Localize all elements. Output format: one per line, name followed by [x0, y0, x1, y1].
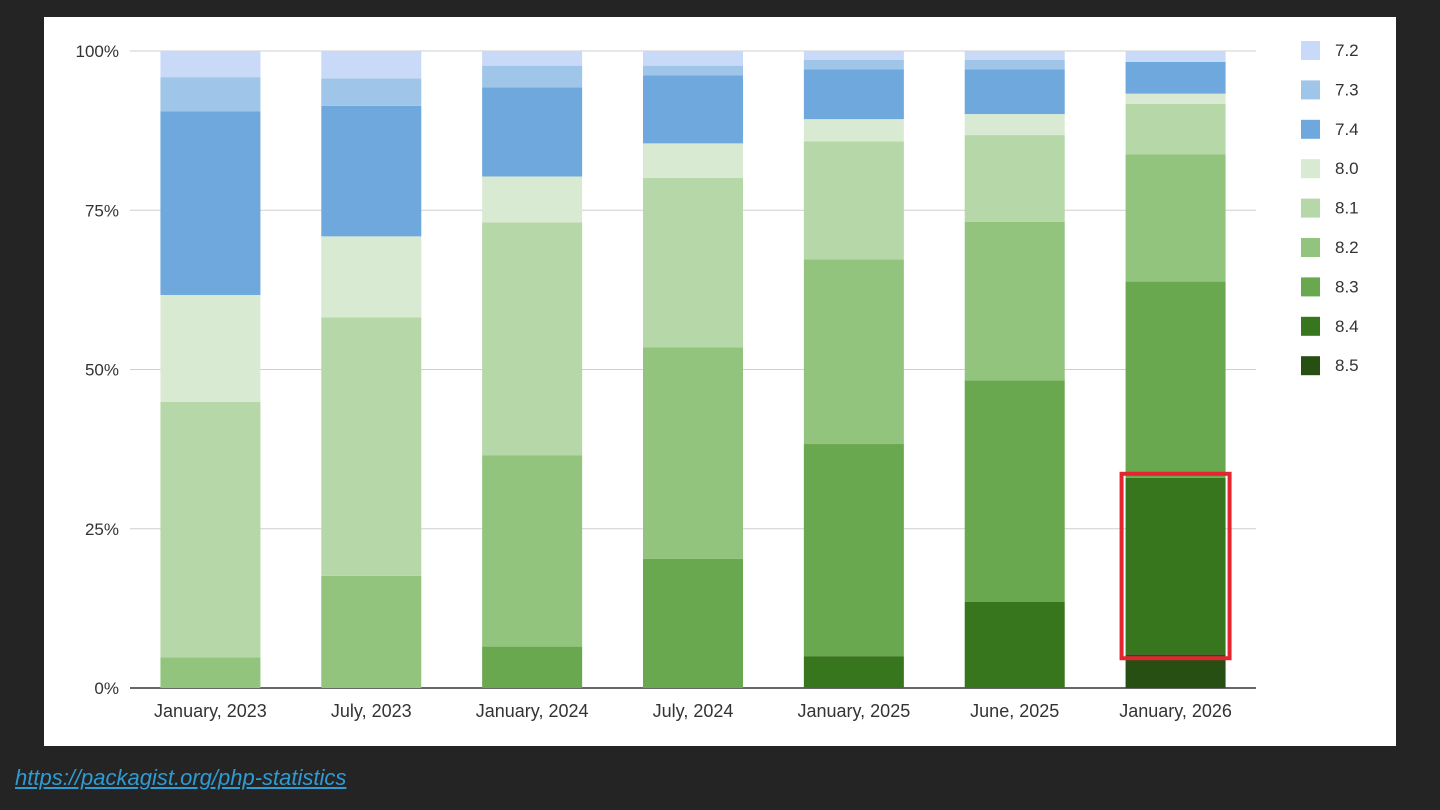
bar-segment-8-4 [1125, 477, 1226, 655]
chart-panel: 0% 25% 50% 75% 100% January, 2023 July, 2023 Ja… [44, 17, 1396, 746]
bar-segment-7-3 [160, 77, 261, 112]
bar-segment-7-2 [160, 51, 261, 78]
bar-segment-8-2 [1125, 154, 1226, 282]
bar-segment-8-0 [482, 176, 583, 223]
bar-segment-8-2 [482, 455, 583, 647]
x-tick-label: January, 2023 [154, 701, 267, 721]
legend-label: 7.2 [1335, 41, 1359, 60]
bar-segment-7-3 [321, 78, 422, 106]
bar-segment-8-2 [321, 575, 422, 688]
bar-segment-8-1 [803, 141, 904, 260]
bar-segment-7-3 [482, 65, 583, 88]
legend-swatch [1301, 119, 1320, 139]
bar-segment-8-2 [643, 347, 743, 559]
bar-segment-8-3 [643, 558, 743, 688]
bar-segment-7-4 [643, 75, 743, 144]
bar-segment-7-2 [964, 51, 1065, 60]
stacked-bar-chart: 0% 25% 50% 75% 100% January, 2023 July, 2023 Ja… [76, 41, 1359, 721]
legend-label: 8.1 [1335, 199, 1359, 218]
bar-segment-7-4 [160, 111, 261, 295]
bar-segment-8-0 [160, 294, 261, 402]
legend-swatch [1301, 356, 1320, 376]
legend-swatch [1301, 159, 1320, 179]
legend-swatch [1301, 80, 1320, 100]
legend-label: 8.5 [1335, 356, 1359, 375]
legend-label: 8.4 [1335, 317, 1359, 336]
legend-swatch [1301, 238, 1320, 257]
highlight-box [1119, 471, 1232, 661]
bar-segment-8-1 [321, 317, 422, 576]
bar-segment-7-3 [964, 59, 1065, 70]
y-tick-label: 0% [94, 679, 119, 698]
bar-segment-7-4 [964, 69, 1065, 115]
bar-segment-8-4 [803, 656, 904, 688]
bar-segment-8-3 [1125, 281, 1226, 478]
bar-segment-7-3 [643, 65, 743, 76]
source-link[interactable]: https://packagist.org/php-statistics [15, 765, 347, 790]
legend-label: 7.4 [1335, 120, 1359, 139]
bar-segment-7-2 [482, 51, 583, 66]
bar-segment-7-2 [321, 51, 422, 79]
x-tick-label: January, 2026 [1119, 701, 1232, 721]
bar-segment-8-2 [803, 259, 904, 445]
bar-segment-8-3 [803, 444, 904, 657]
y-tick-label: 50% [85, 361, 119, 380]
bar-segment-8-1 [160, 401, 261, 658]
legend-label: 8.3 [1335, 277, 1359, 296]
bar-segment-7-4 [803, 69, 904, 120]
bar-segment-7-4 [1125, 61, 1226, 94]
bar-segment-8-3 [482, 646, 583, 688]
y-tick-label: 75% [85, 201, 119, 220]
legend-swatch [1301, 198, 1320, 218]
bar-segment-8-2 [964, 221, 1065, 381]
legend-label: 7.3 [1335, 80, 1359, 99]
bar-segment-8-0 [643, 143, 743, 178]
legend-label: 8.2 [1335, 238, 1359, 257]
x-tick-label: June, 2025 [970, 701, 1059, 721]
bar-segment-8-1 [964, 135, 1065, 222]
bar-segment-7-2 [803, 51, 904, 60]
bar-segment-8-3 [964, 380, 1065, 603]
bar-segment-8-0 [964, 114, 1065, 136]
bar-segment-8-1 [1125, 103, 1226, 155]
bar-segment-7-4 [321, 105, 422, 237]
bar-segment-7-2 [643, 51, 743, 66]
x-tick-label: January, 2024 [476, 701, 589, 721]
bar-segment-8-0 [1125, 93, 1226, 104]
y-tick-label: 25% [85, 520, 119, 539]
x-tick-label: July, 2024 [653, 701, 734, 721]
bar-segment-8-2 [160, 657, 261, 688]
legend-swatch [1301, 41, 1320, 60]
x-tick-label: January, 2025 [797, 701, 910, 721]
bar-segment-8-1 [643, 177, 743, 348]
legend-swatch [1301, 316, 1320, 336]
legend-label: 8.0 [1335, 159, 1359, 178]
bar-segment-7-4 [482, 87, 583, 177]
x-tick-label: July, 2023 [331, 701, 412, 721]
legend-swatch [1301, 277, 1320, 297]
bar-segment-7-3 [803, 59, 904, 70]
bar-segment-7-2 [1125, 51, 1226, 62]
bar-segment-8-4 [964, 602, 1065, 688]
y-tick-label: 100% [76, 42, 119, 61]
bar-segment-8-1 [482, 222, 583, 456]
bar-segment-8-0 [803, 119, 904, 142]
bar-segment-8-0 [321, 236, 422, 318]
